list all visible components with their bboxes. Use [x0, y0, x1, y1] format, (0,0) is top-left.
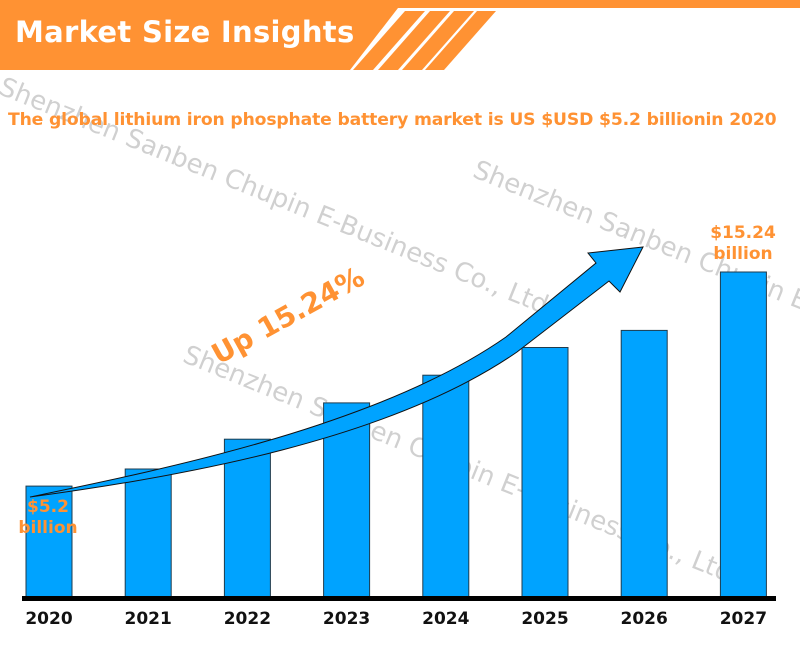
end-value-unit: billion	[713, 244, 773, 264]
start-value-label: $5.2 billion	[8, 497, 88, 539]
x-tick-label: 2023	[322, 609, 371, 629]
banner-stripe	[353, 11, 425, 70]
bar-2024	[422, 374, 470, 598]
end-value-label: $15.24 billion	[700, 223, 786, 265]
banner-block	[0, 8, 398, 70]
start-value-amount: $5.2	[27, 497, 69, 517]
growth-arrow-icon	[29, 246, 644, 498]
end-value-amount: $15.24	[710, 223, 776, 243]
x-axis-baseline	[22, 596, 776, 601]
banner-stripe	[402, 11, 474, 70]
x-tick-label: 2027	[719, 609, 768, 629]
bar-2020	[25, 485, 73, 598]
bar-2021	[124, 468, 172, 598]
banner-stripe	[378, 11, 450, 70]
x-tick-label: 2021	[124, 609, 172, 629]
bar-2027	[719, 271, 767, 598]
x-tick-label: 2022	[223, 609, 272, 629]
x-tick-label: 2026	[620, 609, 668, 629]
page-title: Market Size Insights	[15, 15, 355, 49]
bar-2025	[521, 347, 569, 598]
start-value-unit: billion	[18, 518, 78, 538]
bar-2026	[620, 329, 668, 598]
x-tick-label: 2020	[25, 609, 73, 629]
banner-top-strip	[0, 0, 800, 8]
x-tick-label: 2024	[422, 609, 470, 629]
bars-group	[25, 271, 767, 598]
bar-2022	[223, 438, 271, 598]
banner-stripe	[425, 11, 496, 70]
x-tick-label: 2025	[521, 609, 569, 629]
header-banner	[0, 0, 800, 70]
chart-subtitle: The global lithium iron phosphate batter…	[8, 110, 777, 130]
